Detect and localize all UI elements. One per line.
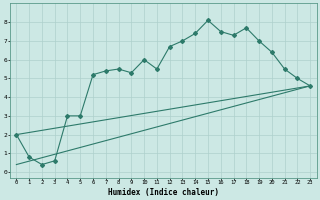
X-axis label: Humidex (Indice chaleur): Humidex (Indice chaleur) [108,188,219,197]
